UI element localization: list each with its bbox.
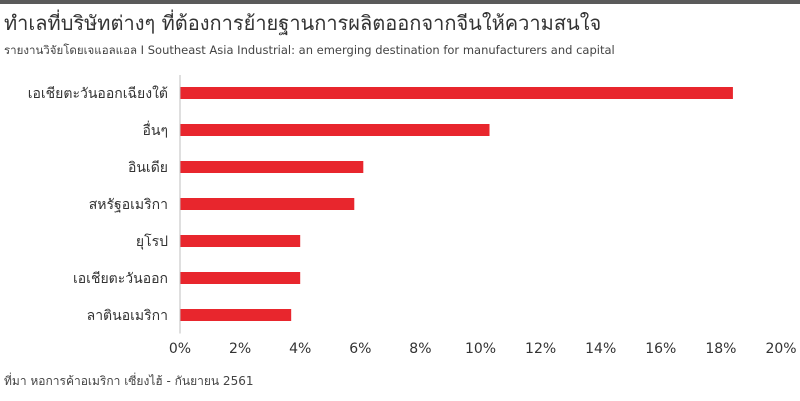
x-tick-label: 0% <box>169 341 191 357</box>
top-rule <box>0 0 800 4</box>
x-tick-label: 18% <box>705 341 736 357</box>
category-label: เอเชียตะวันออก <box>73 271 168 287</box>
x-tick-label: 2% <box>229 341 251 357</box>
chart-title: ทำเลที่บริษัทต่างๆ ที่ต้องการย้ายฐานการผ… <box>4 11 602 35</box>
x-tick-label: 20% <box>765 341 796 357</box>
bar <box>180 235 301 247</box>
bar <box>180 87 733 99</box>
category-labels: เอเชียตะวันออกเฉียงใต้อื่นๆอินเดียสหรัฐอ… <box>28 85 168 324</box>
category-label: อื่นๆ <box>143 121 169 139</box>
bar <box>180 124 490 136</box>
x-tick-label: 12% <box>525 341 556 357</box>
x-tick-label: 6% <box>349 341 371 357</box>
category-label: ยุโรป <box>136 233 168 250</box>
bar <box>180 161 364 173</box>
bar-chart: เอเชียตะวันออกเฉียงใต้อื่นๆอินเดียสหรัฐอ… <box>28 75 797 357</box>
x-tick-label: 4% <box>289 341 311 357</box>
x-tick-label: 8% <box>409 341 431 357</box>
x-tick-label: 16% <box>645 341 676 357</box>
bars <box>180 87 733 321</box>
bar <box>180 198 355 210</box>
category-label: สหรัฐอเมริกา <box>89 197 168 213</box>
x-tick-label: 14% <box>585 341 616 357</box>
bar <box>180 309 292 321</box>
bar <box>180 272 301 284</box>
category-label: อินเดีย <box>128 160 168 176</box>
x-tick-labels: 0% 2% 4% 6% 8% 10% 12% 14% 16% 18% 20% <box>169 341 797 357</box>
category-label: ลาตินอเมริกา <box>87 308 168 324</box>
chart-subtitle: รายงานวิจัยโดยเจแอลแอล I Southeast Asia … <box>4 43 615 57</box>
x-tick-label: 10% <box>465 341 496 357</box>
source-note: ที่มา หอการค้าอเมริกา เซี่ยงไฮ้ - กันยาย… <box>4 374 254 388</box>
category-label: เอเชียตะวันออกเฉียงใต้ <box>28 85 168 102</box>
